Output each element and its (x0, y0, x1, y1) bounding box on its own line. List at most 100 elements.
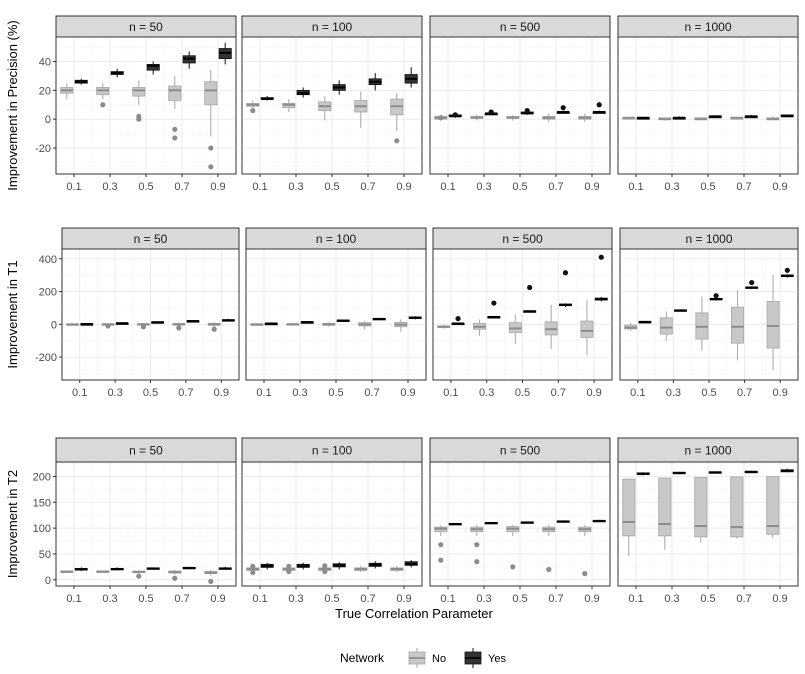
box-network-yes (745, 279, 759, 290)
x-tick-label: 0.7 (737, 387, 752, 399)
legend-title: Network (340, 651, 385, 665)
x-tick-label: 0.5 (512, 593, 527, 605)
box-network-yes (182, 51, 196, 69)
panel-border (55, 461, 237, 587)
outlier-point (136, 116, 142, 122)
box-network-no (282, 563, 296, 575)
panel-border (429, 461, 611, 587)
panel-title: n = 100 (312, 20, 353, 34)
x-tick-label: 0.7 (364, 387, 379, 399)
panel-border (429, 36, 611, 175)
box-network-yes (709, 293, 723, 301)
box-network-yes (556, 520, 570, 523)
box-network-yes (146, 61, 160, 75)
box-network-yes (594, 254, 608, 302)
panel-title: n = 100 (316, 232, 357, 246)
x-tick-label: 0.7 (736, 593, 751, 605)
panel-border (55, 36, 237, 175)
panel-500: n = 500 0.1 0.3 0.5 0.7 0.9 (432, 227, 613, 399)
box-network-no (60, 83, 74, 100)
x-tick-label: 0.5 (138, 593, 153, 605)
x-tick-label: 0.5 (324, 593, 339, 605)
box-network-no (434, 114, 448, 121)
x-tick-label: 0.9 (584, 593, 599, 605)
x-tick-label: 0.7 (548, 593, 563, 605)
box-network-no (66, 323, 80, 326)
x-tick-label: 0.7 (736, 181, 751, 193)
panel-100: n = 100 0.1 0.3 0.5 0.7 0.9 (241, 15, 423, 193)
box-network-yes (708, 471, 722, 474)
box-network-no (246, 100, 260, 114)
box-network-no (624, 322, 638, 331)
outlier-point (250, 563, 256, 569)
panel-border (241, 36, 423, 175)
x-tick-label: 0.5 (700, 181, 715, 193)
legend-key-yes (464, 648, 482, 668)
x-axis-title: True Correlation Parameter (335, 606, 493, 621)
box-network-yes (448, 522, 462, 526)
x-tick-label: 0.3 (292, 387, 307, 399)
y-tick-label: 40 (39, 57, 51, 69)
x-tick-label: 0.9 (586, 387, 601, 399)
box-network-yes (636, 472, 650, 476)
box-network-no (390, 93, 404, 144)
box-network-yes (218, 42, 232, 65)
legend-key-no (408, 648, 426, 668)
box-network-no (358, 321, 372, 330)
outlier-point (250, 107, 256, 114)
x-tick-label: 0.5 (515, 387, 530, 399)
outlier-point (208, 578, 214, 584)
y-tick-label: 400 (39, 254, 57, 266)
x-tick-label: 0.1 (252, 181, 267, 193)
x-tick-label: 0.9 (773, 387, 788, 399)
box-network-no (318, 563, 332, 575)
box-network-yes (744, 470, 758, 474)
x-tick-label: 0.3 (479, 387, 494, 399)
panel-title: n = 1000 (685, 232, 732, 246)
box-network-yes (110, 567, 124, 571)
x-tick-label: 0.9 (210, 593, 225, 605)
y-tick-label: 20 (39, 85, 51, 97)
box-network-yes (556, 105, 570, 114)
box-network-yes (558, 270, 572, 308)
x-tick-label: 0.5 (143, 387, 158, 399)
panel-title: n = 50 (129, 444, 163, 458)
x-tick-label: 0.3 (664, 181, 679, 193)
panel-strip (55, 437, 237, 463)
y-tick-label: 200 (33, 471, 51, 483)
box-network-yes (182, 566, 196, 570)
x-tick-label: 0.5 (700, 593, 715, 605)
outlier-point (105, 323, 111, 329)
outlier-point (582, 571, 588, 577)
x-tick-label: 0.1 (66, 593, 81, 605)
box-network-yes (520, 521, 534, 524)
box-network-yes (672, 471, 686, 475)
y-tick-label: -20 (35, 143, 51, 155)
x-tick-label: 0.5 (512, 181, 527, 193)
box-network-yes (74, 78, 88, 85)
panel-title: n = 100 (312, 444, 353, 458)
x-tick-label: 0.3 (102, 593, 117, 605)
outlier-point (211, 326, 217, 332)
box-network-no (730, 476, 744, 539)
box-network-no (322, 322, 336, 327)
box-network-yes (408, 316, 422, 320)
x-tick-label: 0.1 (72, 387, 87, 399)
x-tick-label: 0.3 (107, 387, 122, 399)
outlier-point (438, 557, 444, 563)
panel-title: n = 50 (129, 20, 163, 34)
x-tick-label: 0.1 (630, 387, 645, 399)
box-network-yes (186, 320, 200, 323)
panel-1000: n = 1000 0.1 0.3 0.5 0.7 0.9 (619, 227, 799, 399)
x-tick-label: 0.5 (328, 387, 343, 399)
box-network-no (250, 323, 264, 326)
row-1-precision: Improvement in Precision (%) -20 0 20 40 n = … (5, 15, 799, 193)
box-network-no (318, 96, 332, 121)
box-network-yes (368, 73, 382, 91)
x-tick-label: 0.3 (288, 593, 303, 605)
box-network-no (695, 296, 709, 351)
x-tick-label: 0.3 (664, 593, 679, 605)
outlier-point (488, 109, 494, 115)
box-network-no (473, 319, 487, 336)
box-network-yes (300, 321, 314, 324)
